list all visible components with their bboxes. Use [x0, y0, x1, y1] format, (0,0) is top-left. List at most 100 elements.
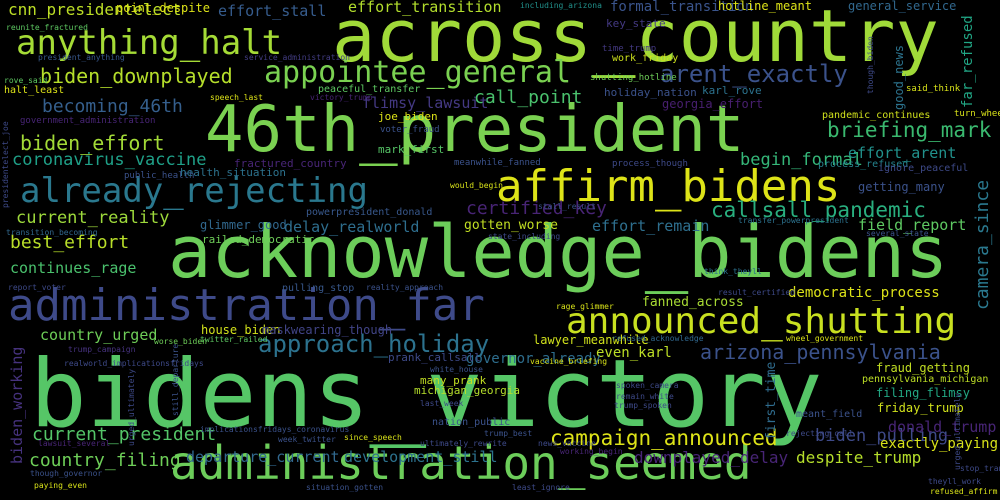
word-getting-many: getting_many — [858, 180, 945, 194]
word-maskwearing-though: maskwearing_though — [262, 323, 393, 337]
word-reunite-fractured: reunite_fractured — [6, 23, 88, 32]
word-many-prank: many_prank — [420, 374, 487, 387]
word-holiday-nation: holiday_nation — [604, 86, 697, 99]
word-stop-transition: refused_affirm — [930, 487, 998, 496]
word-government-administration: government_administration — [20, 116, 156, 126]
word-pandemic-continues: pandemic_continues — [822, 110, 931, 121]
word-coronavirus-vaccine: coronavirus_vaccine — [12, 150, 207, 170]
word-time-trump: time_trump — [602, 44, 657, 54]
word-including-arizona: including_arizona — [520, 1, 602, 10]
word-though-biden: though_biden — [866, 36, 875, 94]
word-reality-approach: reality_approach — [366, 283, 444, 292]
word-house-biden: house_biden — [201, 323, 281, 337]
word-affirm-bidens: affirm_bidens — [496, 161, 841, 212]
word-biden-pulling: biden_pulling — [815, 426, 949, 446]
word-becoming-46th: becoming_46th — [42, 96, 183, 117]
word-situation-gotten: paying_even — [34, 481, 87, 490]
word-acknowledge-bidens: acknowledge_bidens — [168, 210, 949, 294]
word-peaceful-transfer: peaceful_transfer — [318, 84, 421, 95]
word-several-state: stop_transition — [960, 464, 1000, 473]
word-nation-public: nation_public — [432, 417, 511, 428]
word-white-house: white_house — [430, 365, 483, 374]
word-pulling-stop: pulling_stop — [282, 283, 355, 294]
word-call-point: call_point — [474, 87, 583, 108]
word-lawsuit-several: urged_ultimately — [953, 392, 962, 470]
word-field-report: field_report — [858, 216, 967, 234]
word-health-situation: health_situation — [180, 166, 286, 179]
word-process-though: process_though — [612, 159, 688, 169]
word-transition-becoming: transition_becoming — [6, 228, 98, 237]
word-spoken-camera: spoken_camera — [616, 381, 679, 390]
word-biden-downplayed: biden_downplayed — [40, 64, 233, 88]
word-refused-affirm: theyll_work — [928, 477, 981, 486]
word-georgia-effort: georgia_effort — [662, 97, 764, 111]
word-worse-biden: worse_biden — [154, 337, 207, 346]
word-arizona-pennsylvania: arizona_pennsylvania — [700, 340, 941, 364]
word-key-state: key_state — [606, 17, 666, 30]
word-anything-halt: anything_halt — [16, 23, 283, 63]
word-development-still: development_still — [344, 448, 498, 466]
word-rage-glimmer: rage_glimmer — [556, 302, 614, 311]
word-effort-arent: effort_arent — [848, 144, 957, 162]
word-public-health: public_health — [124, 171, 195, 181]
word-good-news: good_news — [892, 44, 906, 110]
word-victory-trump: victory_trump — [310, 93, 373, 102]
word-general-service: general_service — [848, 0, 957, 13]
word-work-friday: work_friday — [612, 53, 679, 64]
word-presidentelect-joe: presidentelect_joe — [1, 121, 10, 208]
word-rejecting-call: rejecting_call — [786, 429, 854, 438]
word-formal-transition: formal_transition — [610, 0, 754, 15]
word-approach-holiday: approach_holiday — [258, 330, 490, 358]
word-fanned-across: fanned_across — [642, 295, 744, 310]
word-first-time: first_time — [764, 361, 779, 440]
word-pennsylvania-michigan: pennsylvania_michigan — [862, 374, 989, 385]
word-46th-president: 46th_president — [205, 93, 745, 167]
word-meanwhile-fanned: meanwhile_fanned — [454, 158, 541, 168]
word-biden-working: biden_working — [8, 346, 26, 464]
word-implicationsfridays-coronavirus: implicationsfridays_coronavirus — [200, 425, 350, 434]
word-think-theyll: think_theyll — [704, 267, 762, 276]
word-continues-rage: continues_rage — [10, 259, 137, 277]
word-country-filing: country_filing — [29, 450, 181, 471]
word-president-anything: president_anything — [38, 53, 125, 62]
word-friday-trump: friday_trump — [877, 401, 964, 415]
word-departure-current: departure_current — [186, 448, 340, 466]
word-certified-key: certified_key — [466, 198, 607, 219]
word-process-refused: process_refused — [818, 159, 909, 170]
word-point-despite: point_despite — [116, 1, 210, 15]
word-result-certified: result_certified — [718, 288, 796, 297]
word-michigan-georgia: michigan_georgia — [414, 384, 520, 397]
word-twitter-railed: twitter_railed — [200, 335, 268, 344]
word-halt-least: halt_least — [4, 85, 65, 96]
word-working-begin: news_vaccine — [538, 439, 596, 448]
word-rove-said: rove_said — [4, 76, 48, 85]
word-railed-democratic: railed_democratic — [202, 233, 315, 246]
word-trump-spoken: trump_spoken — [614, 401, 672, 410]
word-state-including: state_including — [488, 232, 561, 241]
word-least-ignore: situation_gotten — [306, 483, 384, 492]
word-best-effort: best_effort — [10, 232, 130, 253]
word-week-twitter: week_twitter — [278, 435, 336, 444]
word-though-governor: lawsuit_several — [38, 439, 111, 448]
word-current-reality: current_reality — [16, 208, 170, 228]
word-filing-flimsy: filing_flimsy — [876, 386, 970, 400]
word-cnn-presidentelect: cnn_presidentelect — [8, 0, 182, 19]
word-effort-remain: effort_remain — [592, 217, 710, 235]
word-ignore-peaceful: ignore_peaceful — [878, 163, 969, 174]
word-still-departure: still_departure — [171, 343, 180, 416]
word-fraud-getting: fraud_getting — [876, 361, 970, 375]
word-campaign-announced: campaign_announced — [550, 426, 778, 450]
word-mark-first: mark_first — [378, 143, 445, 156]
word-last-week: last_week — [420, 399, 464, 408]
word-already-rejecting: already_rejecting — [20, 171, 368, 211]
word-appointee-general: appointee_general — [264, 55, 572, 90]
word-since-speech: since_speech — [344, 433, 402, 442]
word-current-president: current_president — [32, 424, 217, 445]
word-even-karl: even_karl — [596, 345, 672, 361]
word-begin-formal: begin_formal — [740, 150, 863, 170]
word-trump-campaign: trump_campaign — [68, 345, 136, 354]
word-arent-exactly: arent_exactly — [660, 60, 848, 88]
word-administration-far: administration_far — [8, 280, 485, 331]
word-powerpresident-donald: powerpresident_donald — [306, 207, 433, 218]
